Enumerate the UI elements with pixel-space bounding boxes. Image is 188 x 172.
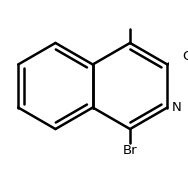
Text: Br: Br: [123, 144, 137, 157]
Text: N: N: [172, 101, 182, 114]
Text: Cl: Cl: [182, 50, 188, 63]
